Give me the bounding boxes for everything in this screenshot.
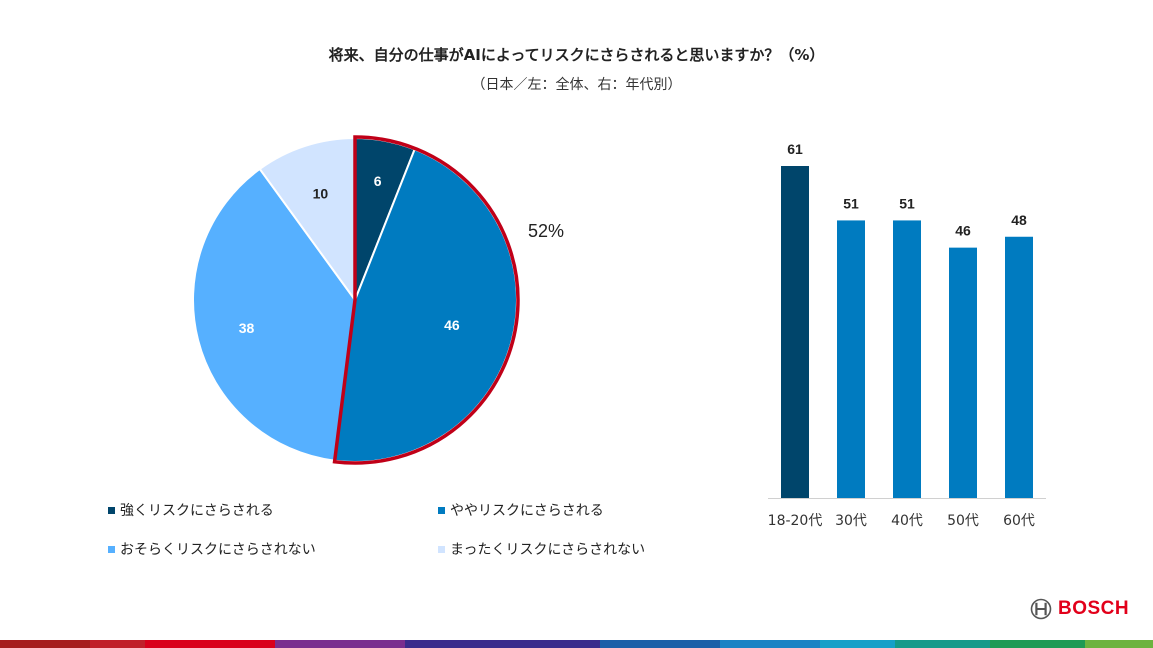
legend-swatch xyxy=(438,506,445,514)
legend-swatch xyxy=(108,545,115,553)
bar-category-label-3: 40代 xyxy=(891,513,923,529)
pie-value-label-2: 46 xyxy=(444,317,460,333)
bar-4 xyxy=(949,247,977,498)
legend-label: ややリスクにさらされる xyxy=(450,503,604,519)
legend-swatch xyxy=(438,545,445,553)
bar-value-label-4: 46 xyxy=(955,223,971,239)
pie-highlight-outline xyxy=(332,135,520,465)
bosch-logo-text: BOSCH xyxy=(1058,598,1130,619)
legend-label: おそらくリスクにさらされない xyxy=(120,542,316,558)
chart-subtitle: （日本／左：全体、右：年代別） xyxy=(471,77,682,93)
brand-color-bar xyxy=(0,640,1153,648)
charts-canvas: 6 46 38 10 52% 61 18-20代 51 30代 51 40代 46 50代 48 60代 xyxy=(192,135,1046,529)
legend-swatch xyxy=(108,506,115,514)
legend-item-3: おそらくリスクにさらされない xyxy=(108,539,316,559)
pie-slice-3 xyxy=(192,167,357,462)
bar-value-label-3: 51 xyxy=(899,195,915,211)
bar-1 xyxy=(781,166,809,498)
bar-3 xyxy=(893,220,921,499)
pie-highlight-total-label: 52% xyxy=(528,221,564,241)
pie-slice-4 xyxy=(258,136,356,304)
bar-category-label-5: 60代 xyxy=(1003,513,1035,529)
chart-title: 将来、自分の仕事がAIによってリスクにさらされると思いますか？（%） xyxy=(328,46,825,64)
legend-item-2: ややリスクにさらされる xyxy=(438,500,604,520)
bosch-armature-icon xyxy=(1030,598,1052,620)
bar-value-label-1: 61 xyxy=(787,141,803,157)
bar-5 xyxy=(1005,236,1033,499)
pie-value-label-1: 6 xyxy=(374,173,382,189)
bar-value-label-5: 48 xyxy=(1011,212,1027,228)
bar-category-label-2: 30代 xyxy=(835,513,867,529)
bar-value-label-2: 51 xyxy=(843,195,859,211)
bar-category-label-1: 18-20代 xyxy=(768,513,823,529)
legend-label: まったくリスクにさらされない xyxy=(450,542,646,558)
legend-label: 強くリスクにさらされる xyxy=(120,503,274,519)
bosch-logo: BOSCH xyxy=(1030,598,1129,620)
pie-value-label-4: 10 xyxy=(313,185,329,201)
legend-item-4: まったくリスクにさらされない xyxy=(438,539,645,559)
legend-item-1: 強くリスクにさらされる xyxy=(108,500,274,520)
pie-value-label-3: 38 xyxy=(239,320,255,336)
bar-2 xyxy=(837,220,865,499)
bar-category-label-4: 50代 xyxy=(947,513,979,529)
